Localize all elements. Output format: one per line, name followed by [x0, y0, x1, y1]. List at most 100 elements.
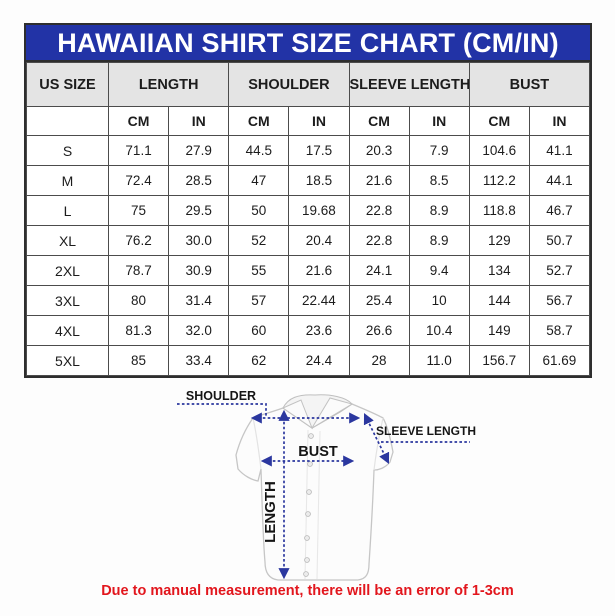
button [304, 557, 310, 563]
measurement-value: 10 [408, 285, 470, 316]
measurement-value: 44.5 [228, 135, 290, 166]
measurement-value: 22.8 [348, 225, 410, 256]
measurement-value: 78.7 [107, 255, 170, 286]
length-label: LENGTH [262, 481, 279, 543]
size-label: 2XL [26, 255, 109, 286]
unit-header: CM [228, 106, 290, 136]
table-row-s: S 71.1 27.9 44.5 17.5 20.3 7.9 104.6 41.1 [26, 135, 591, 166]
measurement-value: 44.1 [528, 165, 591, 196]
measurement-value: 21.6 [348, 165, 410, 196]
measurement-value: 60 [228, 315, 290, 346]
measurement-value: 75 [107, 195, 170, 226]
button [307, 461, 313, 467]
size-chart: HAWAIIAN SHIRT SIZE CHART (CM/IN) US SIZ… [24, 23, 592, 378]
measurement-value: 58.7 [528, 315, 591, 346]
shoulder-label: SHOULDER [186, 389, 256, 403]
shirt-body [235, 403, 394, 581]
measurement-value: 17.5 [288, 135, 350, 166]
sleeve-length-label: SLEEVE LENGTH [376, 424, 476, 438]
measurement-value: 31.4 [168, 285, 230, 316]
measurement-value: 50 [228, 195, 290, 226]
measurement-error-note: Due to manual measurement, there will be… [101, 583, 514, 599]
measurement-value: 25.4 [348, 285, 410, 316]
measurement-value: 18.5 [288, 165, 350, 196]
measurement-value: 129 [468, 225, 530, 256]
table-row-l: L 75 29.5 50 19.68 22.8 8.9 118.8 46.7 [26, 195, 591, 226]
measurement-value: 28 [348, 345, 410, 376]
measurement-value: 8.9 [408, 195, 470, 226]
table-row-2xl: 2XL 78.7 30.9 55 21.6 24.1 9.4 134 52.7 [26, 255, 591, 286]
button [304, 535, 310, 541]
measurement-value: 8.9 [408, 225, 470, 256]
size-label: S [26, 135, 109, 166]
button [303, 571, 309, 577]
measurement-value: 76.2 [107, 225, 170, 256]
size-label: L [26, 195, 109, 226]
measurement-value: 52 [228, 225, 290, 256]
measurement-value: 21.6 [288, 255, 350, 286]
measurement-value: 52.7 [528, 255, 591, 286]
measurement-value: 104.6 [468, 135, 530, 166]
measurement-annotations: SHOULDER LENGTH BUST SLEEVE LENGTH [177, 389, 476, 580]
measurement-value: 10.4 [408, 315, 470, 346]
measurement-value: 57 [228, 285, 290, 316]
table-head: US SIZE LENGTH SHOULDER SLEEVE LENGTH BUST C… [26, 62, 591, 136]
measurement-value: 29.5 [168, 195, 230, 226]
measurement-value: 23.6 [288, 315, 350, 346]
measurement-value: 33.4 [168, 345, 230, 376]
measurement-value: 28.5 [168, 165, 230, 196]
measurement-value: 32.0 [168, 315, 230, 346]
table-row-m: M 72.4 28.5 47 18.5 21.6 8.5 112.2 44.1 [26, 165, 591, 196]
measurement-value: 24.4 [288, 345, 350, 376]
button [308, 433, 314, 439]
unit-header: IN [288, 106, 350, 136]
measurement-value: 156.7 [468, 345, 530, 376]
measurement-value: 72.4 [107, 165, 170, 196]
table-row-5xl: 5XL 85 33.4 62 24.4 28 11.0 156.7 61.69 [26, 345, 591, 376]
size-table: US SIZE LENGTH SHOULDER SLEEVE LENGTH BUST C… [26, 62, 591, 376]
measurement-value: 55 [228, 255, 290, 286]
table-row-3xl: 3XL 80 31.4 57 22.44 25.4 10 144 56.7 [26, 285, 591, 316]
chart-title: HAWAIIAN SHIRT SIZE CHART (CM/IN) [26, 25, 590, 62]
size-label: 5XL [26, 345, 109, 376]
measurement-value: 8.5 [408, 165, 470, 196]
size-label: M [26, 165, 109, 196]
column-group-sleeve-length: SLEEVE LENGTH [348, 62, 470, 107]
column-group-us-size: US SIZE [26, 62, 109, 107]
measurement-value: 61.69 [528, 345, 591, 376]
shoulder-label-connector [177, 403, 267, 417]
shirt-illustration [235, 394, 394, 581]
table-row-xl: XL 76.2 30.0 52 20.4 22.8 8.9 129 50.7 [26, 225, 591, 256]
column-group-shoulder: SHOULDER [228, 62, 350, 107]
measurement-value: 9.4 [408, 255, 470, 286]
column-group-length: LENGTH [107, 62, 230, 107]
unit-header: CM [468, 106, 530, 136]
measurement-value: 118.8 [468, 195, 530, 226]
size-label: 3XL [26, 285, 109, 316]
measurement-value: 19.68 [288, 195, 350, 226]
measurement-value: 62 [228, 345, 290, 376]
measurement-value: 56.7 [528, 285, 591, 316]
button [306, 489, 312, 495]
measurement-value: 20.4 [288, 225, 350, 256]
measurement-value: 50.7 [528, 225, 591, 256]
measurement-value: 22.44 [288, 285, 350, 316]
measurement-value: 144 [468, 285, 530, 316]
unit-header: IN [168, 106, 230, 136]
unit-header: IN [528, 106, 591, 136]
shirt-measurement-diagram: SHOULDER LENGTH BUST SLEEVE LENGTH [177, 389, 476, 581]
measurement-value: 85 [107, 345, 170, 376]
measurement-value: 112.2 [468, 165, 530, 196]
measurement-value: 20.3 [348, 135, 410, 166]
measurement-value: 30.0 [168, 225, 230, 256]
unit-header: CM [107, 106, 170, 136]
measurement-value: 81.3 [107, 315, 170, 346]
unit-header-row: CM IN CM IN CM IN CM IN [26, 106, 591, 136]
bust-label: BUST [298, 444, 338, 460]
column-group-bust: BUST [468, 62, 591, 107]
button [305, 511, 311, 517]
unit-header: CM [348, 106, 410, 136]
measurement-value: 41.1 [528, 135, 591, 166]
measurement-value: 149 [468, 315, 530, 346]
